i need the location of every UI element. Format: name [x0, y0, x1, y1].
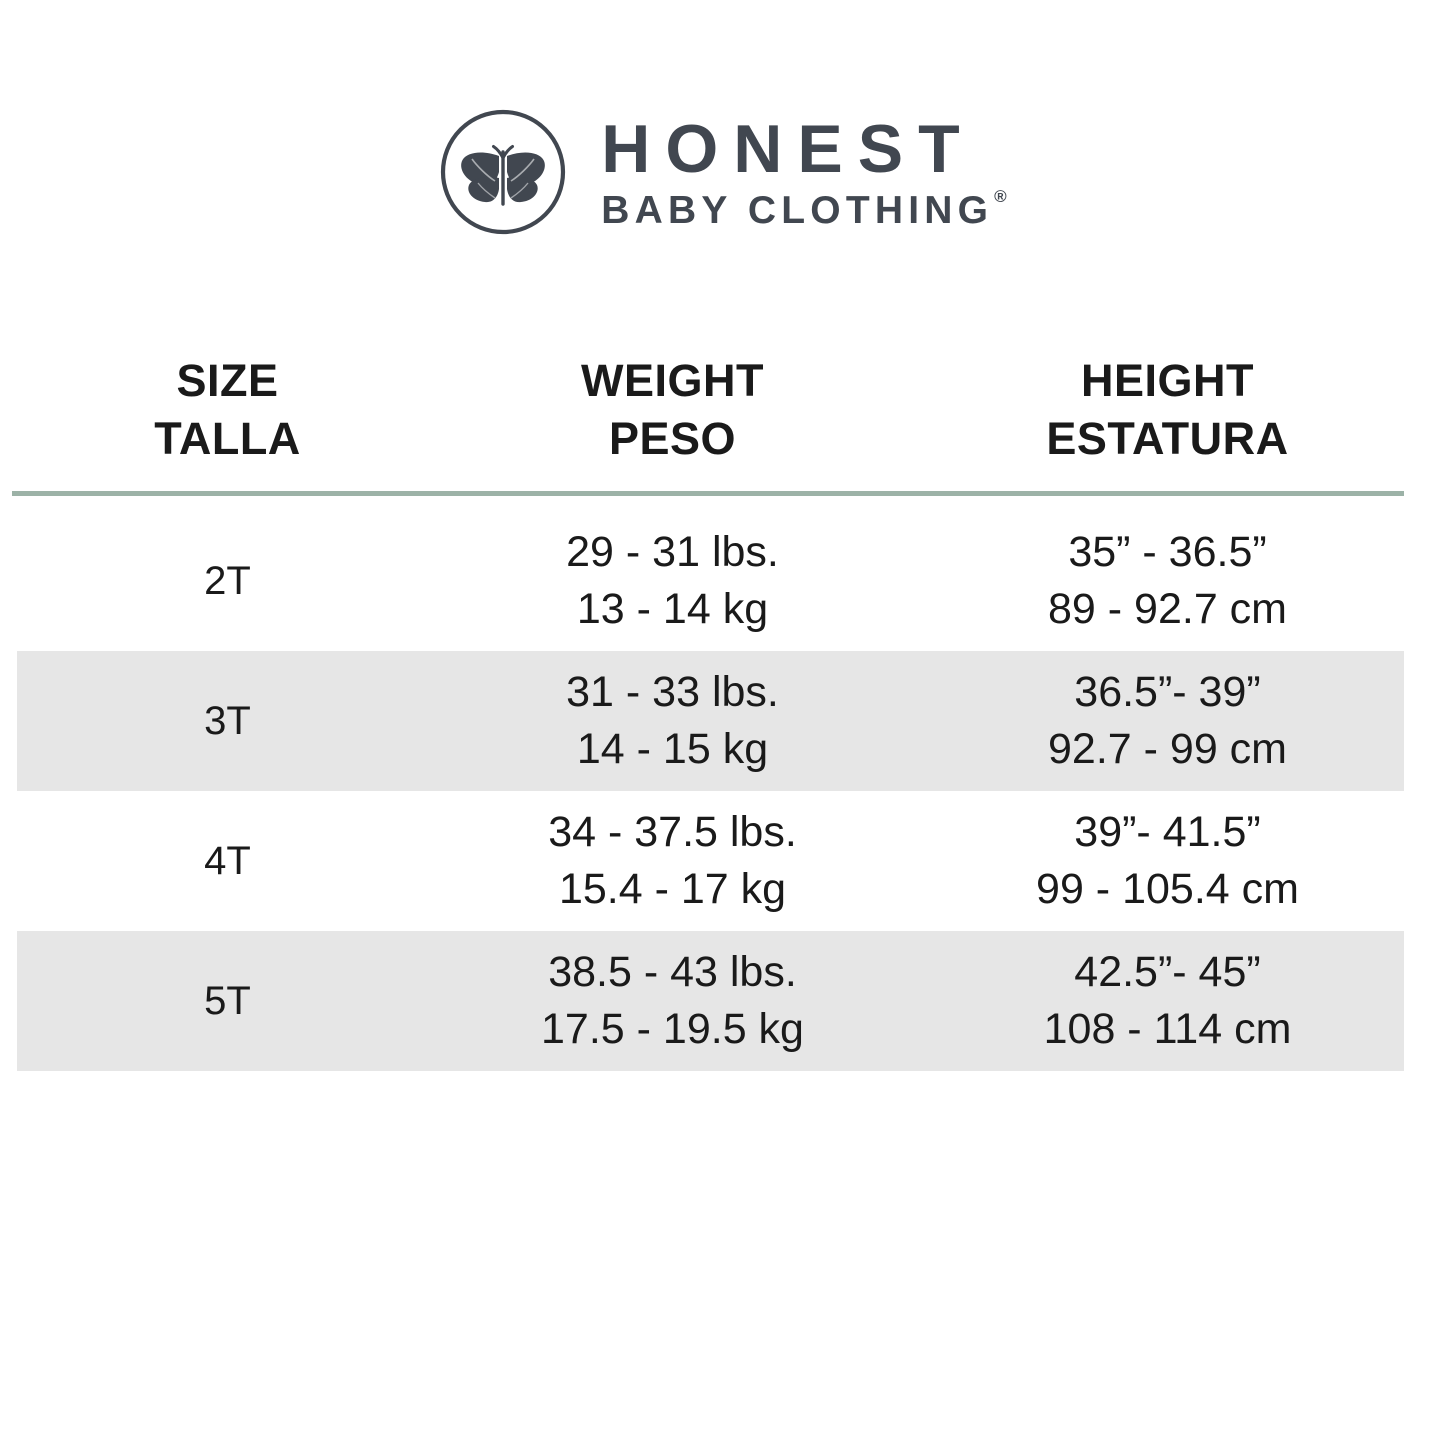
weight-metric: 15.4 - 17 kg — [558, 865, 787, 913]
column-header-weight-en: WEIGHT — [581, 355, 764, 406]
brand-name-primary: HONEST — [601, 110, 975, 187]
weight-imperial: 29 - 31 lbs. — [566, 527, 779, 576]
table-header-row: SIZE TALLA WEIGHT PESO HEIGHT ESTATURA — [0, 352, 1445, 474]
cell-weight: 38.5 - 43 lbs. 17.5 - 19.5 kg — [455, 944, 890, 1058]
table-row: 5T 38.5 - 43 lbs. 17.5 - 19.5 kg 42.5”- … — [0, 931, 1445, 1071]
weight-imperial: 31 - 33 lbs. — [566, 667, 779, 716]
weight-imperial: 38.5 - 43 lbs. — [548, 947, 797, 996]
butterfly-in-circle-icon — [439, 108, 567, 236]
weight-metric: 17.5 - 19.5 kg — [541, 1005, 804, 1053]
table-row: 2T 29 - 31 lbs. 13 - 14 kg 35” - 36.5” 8… — [0, 511, 1445, 651]
weight-metric: 13 - 14 kg — [576, 585, 769, 633]
cell-size: 4T — [204, 839, 251, 883]
column-header-size-es: TALLA — [154, 412, 301, 464]
column-header-weight: WEIGHT PESO — [455, 352, 890, 467]
cell-height: 35” - 36.5” 89 - 92.7 cm — [890, 524, 1445, 638]
table-row: 4T 34 - 37.5 lbs. 15.4 - 17 kg 39”- 41.5… — [0, 791, 1445, 931]
header-divider — [12, 491, 1404, 496]
brand-logo: HONEST BABY CLOTHING ® — [0, 108, 1445, 236]
height-imperial: 42.5”- 45” — [1074, 947, 1261, 996]
height-metric: 92.7 - 99 cm — [1048, 725, 1287, 773]
table-row: 3T 31 - 33 lbs. 14 - 15 kg 36.5”- 39” 92… — [0, 651, 1445, 791]
cell-height: 36.5”- 39” 92.7 - 99 cm — [890, 664, 1445, 778]
column-header-height-en: HEIGHT — [1080, 355, 1254, 406]
height-imperial: 39”- 41.5” — [1074, 807, 1261, 856]
height-imperial: 36.5”- 39” — [1074, 667, 1261, 716]
registered-trademark-icon: ® — [994, 187, 1007, 207]
height-imperial: 35” - 36.5” — [1068, 527, 1267, 576]
weight-imperial: 34 - 37.5 lbs. — [548, 807, 797, 856]
weight-metric: 14 - 15 kg — [576, 725, 769, 773]
cell-size: 5T — [204, 979, 251, 1023]
column-header-weight-es: PESO — [608, 412, 737, 464]
cell-height: 42.5”- 45” 108 - 114 cm — [890, 944, 1445, 1058]
column-header-size: SIZE TALLA — [0, 352, 455, 467]
column-header-size-en: SIZE — [176, 355, 279, 406]
brand-wordmark: HONEST BABY CLOTHING ® — [601, 110, 1007, 233]
size-chart-table: SIZE TALLA WEIGHT PESO HEIGHT ESTATURA 2… — [0, 352, 1445, 1071]
height-metric: 99 - 105.4 cm — [1036, 865, 1299, 913]
column-header-height-es: ESTATURA — [1046, 412, 1289, 464]
cell-weight: 34 - 37.5 lbs. 15.4 - 17 kg — [455, 804, 890, 918]
brand-name-secondary: BABY CLOTHING ® — [601, 187, 1007, 233]
cell-size: 2T — [204, 559, 251, 603]
table-body: 2T 29 - 31 lbs. 13 - 14 kg 35” - 36.5” 8… — [0, 511, 1445, 1071]
height-metric: 108 - 114 cm — [1043, 1005, 1292, 1053]
cell-weight: 29 - 31 lbs. 13 - 14 kg — [455, 524, 890, 638]
height-metric: 89 - 92.7 cm — [1048, 585, 1287, 633]
cell-height: 39”- 41.5” 99 - 105.4 cm — [890, 804, 1445, 918]
cell-size: 3T — [204, 699, 251, 743]
brand-name-secondary-text: BABY CLOTHING — [601, 189, 994, 233]
column-header-height: HEIGHT ESTATURA — [890, 352, 1445, 467]
cell-weight: 31 - 33 lbs. 14 - 15 kg — [455, 664, 890, 778]
